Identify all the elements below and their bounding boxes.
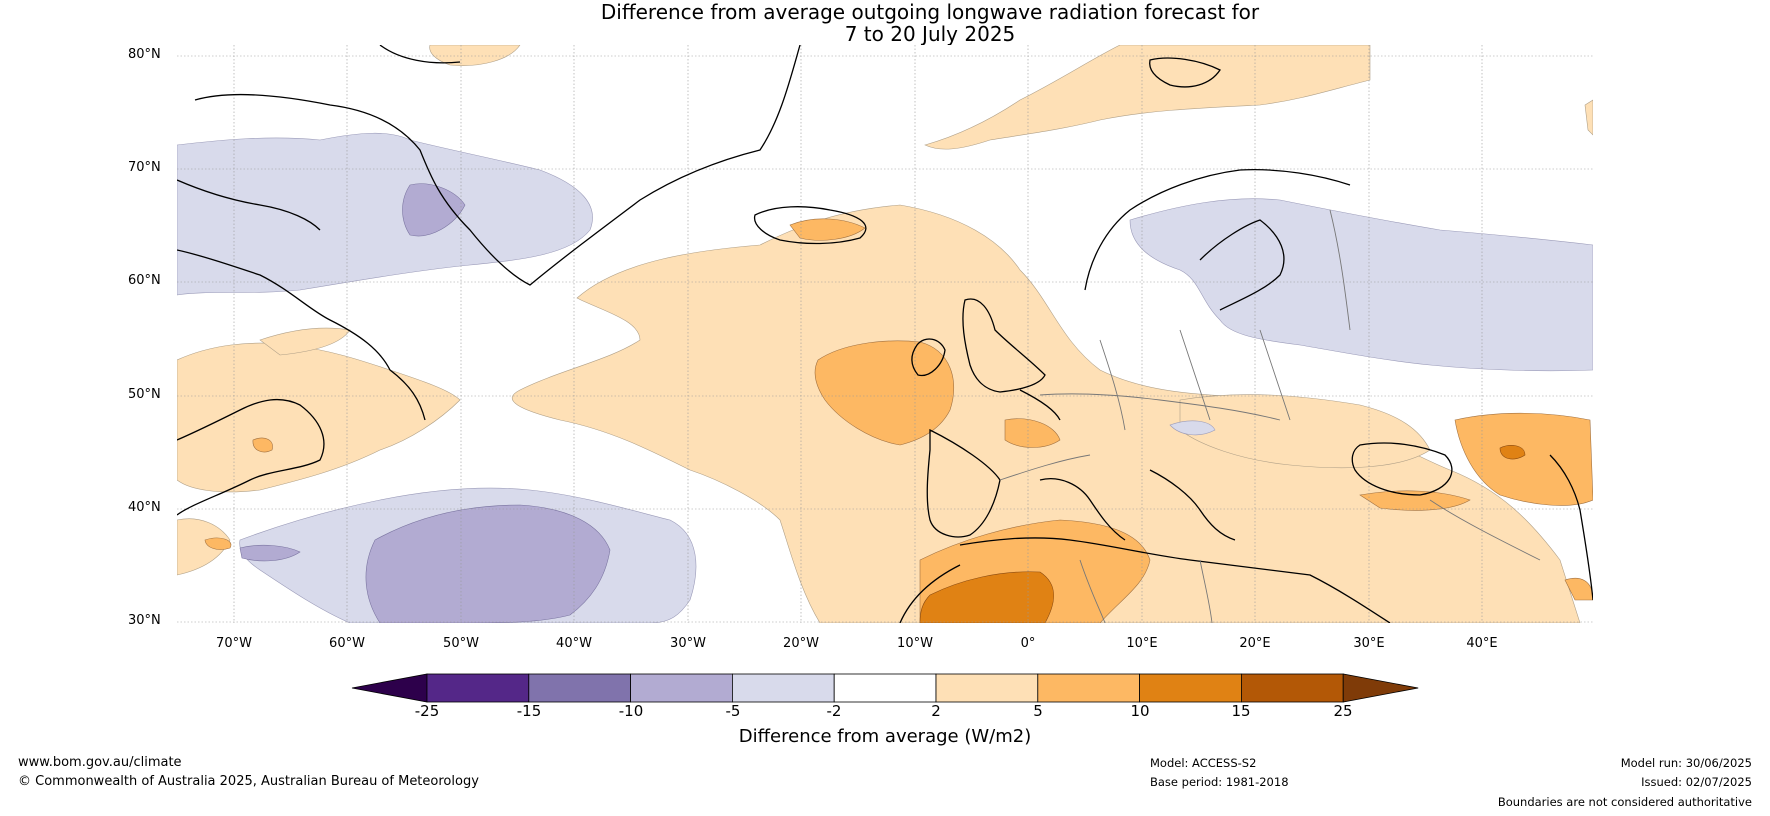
lon-label-70w: 70°W xyxy=(216,636,252,651)
colorbar-tick: 25 xyxy=(1333,702,1353,720)
disclaimer-text: Boundaries are not considered authoritat… xyxy=(1497,795,1752,809)
colorbar-swatch xyxy=(630,673,733,703)
colorbar-swatch xyxy=(732,673,835,703)
colorbar-swatch xyxy=(1139,673,1242,703)
base-period-text: Base period: 1981-2018 xyxy=(1150,775,1289,789)
colorbar-tick: 5 xyxy=(1033,702,1043,720)
lon-label-50w: 50°W xyxy=(443,636,479,651)
colorbar-extend-low xyxy=(351,673,428,703)
map-title-line2: 7 to 20 July 2025 xyxy=(844,22,1016,46)
graticule xyxy=(177,45,1593,623)
issued-text: Issued: 02/07/2025 xyxy=(1641,775,1752,789)
lon-label-10e: 10°E xyxy=(1126,636,1158,651)
lon-label-10w: 10°W xyxy=(897,636,933,651)
coastlines xyxy=(177,45,1593,623)
colorbar-swatch xyxy=(426,673,530,703)
website-text: www.bom.gov.au/climate xyxy=(18,755,182,770)
colorbar-tick: -25 xyxy=(414,702,440,720)
colorbar-tick: 10 xyxy=(1130,702,1150,720)
lat-label-40n: 40°N xyxy=(128,500,161,515)
colorbar-swatch xyxy=(1241,673,1344,703)
lon-label-0: 0° xyxy=(1020,636,1036,651)
lat-label-80n: 80°N xyxy=(128,47,161,62)
anomaly-positive-strong xyxy=(919,445,1526,623)
anomaly-positive-light xyxy=(177,45,1593,623)
map-plot-area xyxy=(177,45,1593,623)
colorbar-swatch xyxy=(1037,673,1141,703)
colorbar xyxy=(351,673,1419,703)
map-title-line1: Difference from average outgoing longwav… xyxy=(600,0,1260,24)
lon-label-20w: 20°W xyxy=(783,636,819,651)
lon-label-30e: 30°E xyxy=(1353,636,1385,651)
colorbar-extend-high xyxy=(1342,673,1419,703)
copyright-text: © Commonwealth of Australia 2025, Austra… xyxy=(18,774,479,789)
lat-label-70n: 70°N xyxy=(128,160,161,175)
lon-label-30w: 30°W xyxy=(670,636,706,651)
lat-label-60n: 60°N xyxy=(128,273,161,288)
colorbar-swatch xyxy=(935,673,1039,703)
country-borders xyxy=(999,209,1541,623)
lon-label-60w: 60°W xyxy=(329,636,365,651)
lon-label-40e: 40°E xyxy=(1466,636,1498,651)
colorbar-tick: -5 xyxy=(725,702,741,720)
colorbar-label: Difference from average (W/m2) xyxy=(738,726,1032,747)
anomaly-negative-medium xyxy=(239,183,611,623)
colorbar-tick: -15 xyxy=(516,702,542,720)
colorbar-swatch xyxy=(833,673,937,703)
lat-label-30n: 30°N xyxy=(128,613,161,628)
colorbar-tick: 2 xyxy=(931,702,941,720)
colorbar-tick: 15 xyxy=(1231,702,1251,720)
colorbar-swatch xyxy=(528,673,631,703)
colorbar-tick: -10 xyxy=(618,702,644,720)
lon-label-20e: 20°E xyxy=(1239,636,1271,651)
lon-label-40w: 40°W xyxy=(556,636,592,651)
model-text: Model: ACCESS-S2 xyxy=(1150,756,1257,770)
lat-label-50n: 50°N xyxy=(128,387,161,402)
model-run-text: Model run: 30/06/2025 xyxy=(1620,756,1752,770)
anomaly-positive-medium xyxy=(204,218,1593,623)
colorbar-tick: -2 xyxy=(826,702,842,720)
